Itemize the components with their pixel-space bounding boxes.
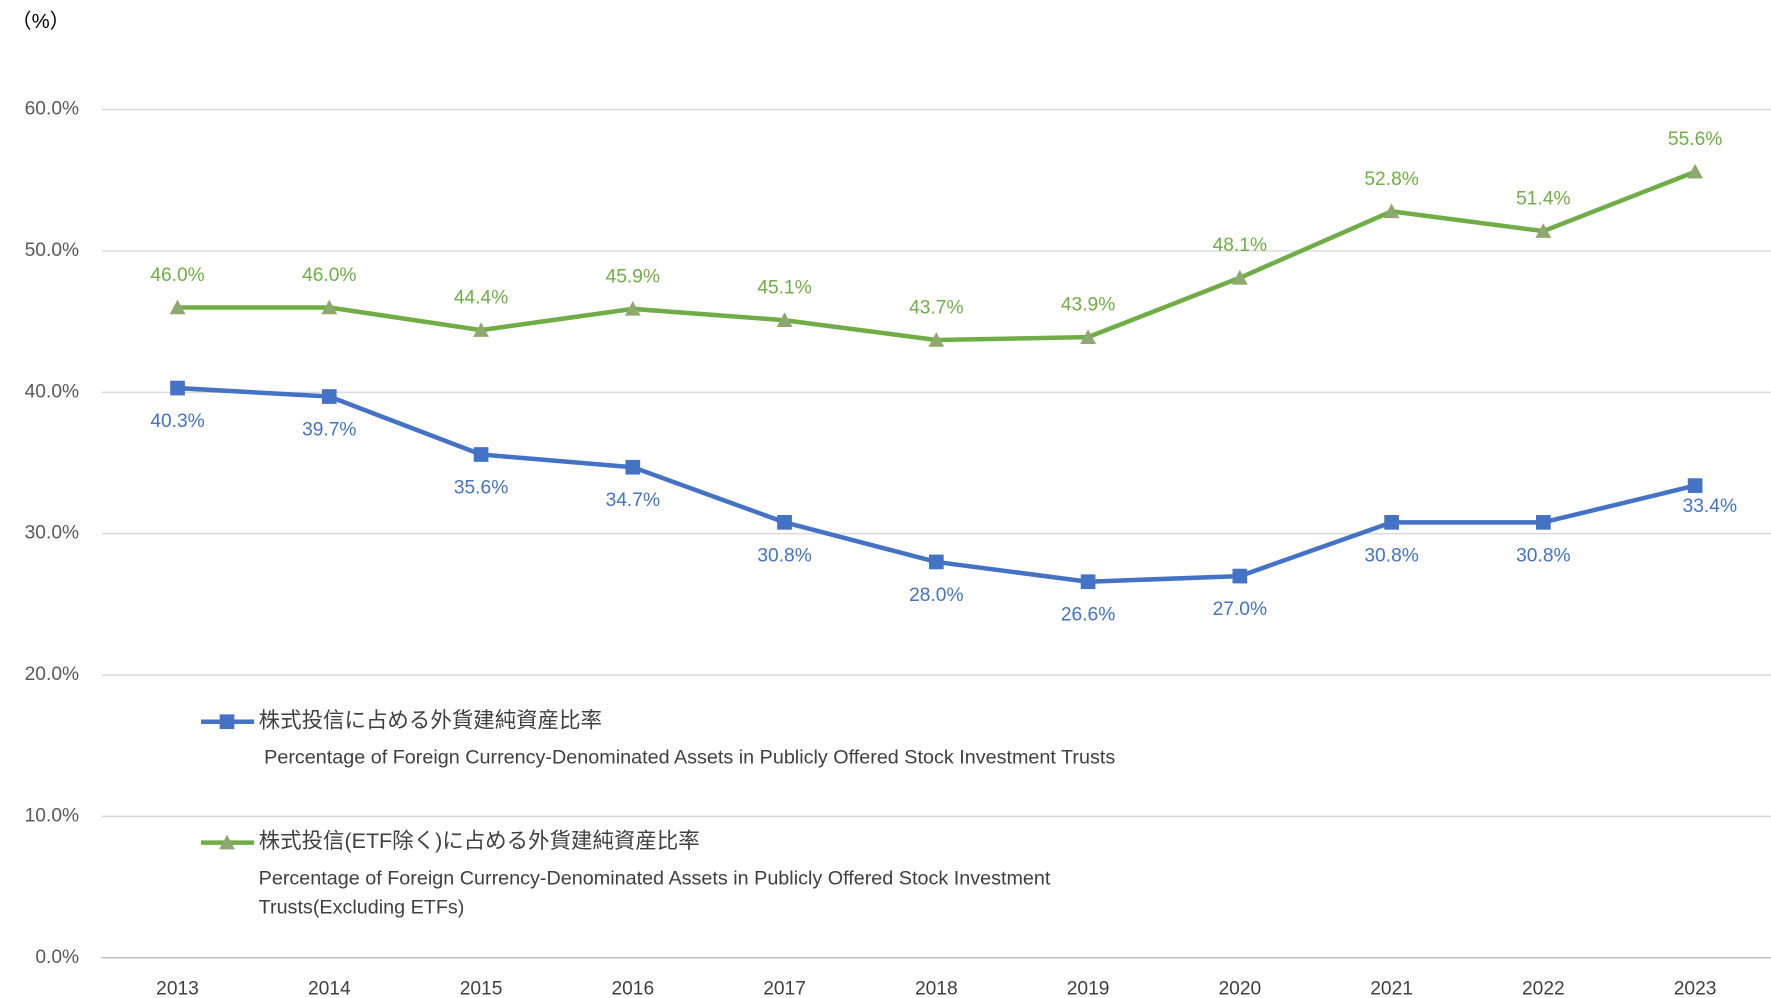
data-label: 46.0% — [150, 265, 204, 286]
data-label: 55.6% — [1668, 129, 1722, 150]
data-label: 34.7% — [606, 490, 660, 511]
marker — [625, 459, 641, 475]
x-tick-label: 2016 — [611, 978, 654, 998]
series-line — [177, 385, 1696, 584]
data-label: 35.6% — [454, 477, 508, 498]
y-tick-label: 20.0% — [25, 664, 79, 685]
data-label: 52.8% — [1364, 169, 1418, 190]
x-tick-label: 2021 — [1370, 978, 1413, 998]
y-tick-label: 60.0% — [25, 99, 79, 120]
data-label: 48.1% — [1213, 235, 1267, 256]
marker — [776, 312, 793, 327]
marker — [1687, 163, 1704, 179]
x-tick-label: 2015 — [460, 978, 503, 998]
x-tick-label: 2017 — [763, 978, 806, 998]
marker — [1384, 515, 1399, 530]
marker — [1687, 478, 1703, 493]
marker — [473, 447, 489, 462]
data-label: 45.9% — [606, 266, 660, 287]
data-label: 43.7% — [909, 297, 963, 318]
data-label: 43.9% — [1061, 295, 1115, 316]
marker — [928, 332, 945, 347]
legend-name: 株式投信(ETF除く)に占める外貨建純資産比率 — [258, 830, 700, 854]
y-unit: （%） — [11, 10, 70, 33]
y-tick-label: 50.0% — [25, 240, 79, 261]
y-tick-label: 30.0% — [25, 523, 79, 544]
marker — [473, 322, 489, 337]
y-tick-label: 10.0% — [25, 805, 79, 826]
marker — [321, 299, 338, 315]
marker — [219, 834, 235, 850]
data-label: 27.0% — [1213, 599, 1267, 620]
data-label: 33.4% — [1683, 496, 1737, 517]
legend-description: Percentage of Foreign Currency-Denominat… — [258, 745, 1116, 769]
marker — [1383, 203, 1400, 219]
marker — [1232, 568, 1248, 584]
marker — [170, 380, 185, 396]
legend-description: Percentage of Foreign Currency-Denominat… — [258, 866, 1056, 919]
legend-name: 株式投信に占める外貨建純資産比率 — [258, 709, 603, 734]
data-label: 45.1% — [757, 278, 811, 299]
data-label: 26.6% — [1061, 605, 1115, 626]
x-tick-label: 2019 — [1067, 978, 1110, 998]
data-label: 40.3% — [150, 411, 204, 432]
y-tick-label: 0.0% — [35, 947, 79, 968]
marker — [321, 389, 337, 404]
legend-entry: 株式投信に占める外貨建純資産比率 Percentage of Foreign C… — [259, 708, 1151, 771]
data-label: 30.8% — [757, 545, 811, 566]
marker — [1535, 223, 1552, 238]
marker — [1080, 574, 1096, 590]
marker — [1536, 515, 1551, 530]
data-label: 28.0% — [909, 585, 963, 606]
marker — [928, 554, 944, 570]
x-tick-label: 2018 — [915, 978, 958, 998]
legend-entry: 株式投信(ETF除く)に占める外貨建純資産比率 Percentage of For… — [259, 829, 1151, 922]
marker — [219, 714, 235, 730]
marker — [1080, 329, 1096, 344]
data-label: 44.4% — [454, 288, 508, 309]
marker — [624, 300, 641, 316]
data-label: 30.8% — [1364, 545, 1418, 566]
x-tick-label: 2022 — [1522, 978, 1565, 998]
x-tick-label: 2023 — [1674, 978, 1717, 998]
data-label: 51.4% — [1516, 189, 1570, 210]
marker — [169, 299, 186, 315]
data-label: 39.7% — [302, 420, 356, 441]
marker — [777, 515, 792, 530]
y-tick-label: 40.0% — [25, 381, 79, 402]
x-tick-label: 2013 — [156, 978, 199, 998]
x-tick-label: 2014 — [308, 978, 351, 998]
data-label: 46.0% — [302, 265, 356, 286]
x-tick-label: 2020 — [1218, 978, 1261, 998]
data-label: 30.8% — [1516, 545, 1570, 566]
marker — [1231, 269, 1248, 285]
